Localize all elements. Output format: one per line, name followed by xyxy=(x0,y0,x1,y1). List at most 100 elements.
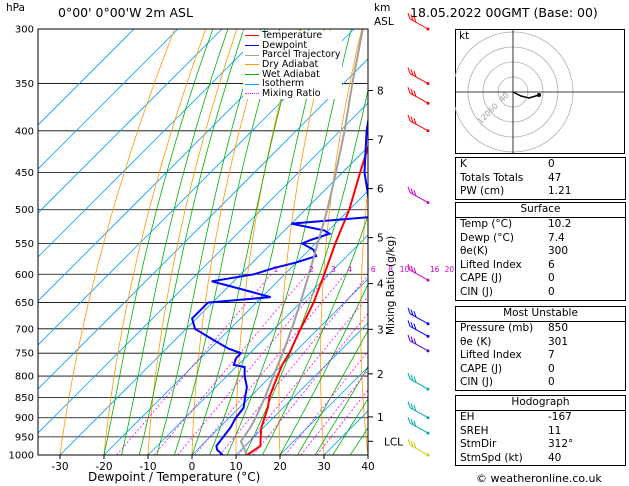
mixing-ratio-label: 4 xyxy=(347,265,352,274)
hodograph-stat-row: SREH 11 xyxy=(456,425,625,439)
most-unstable-title: Most Unstable xyxy=(503,307,578,319)
surface-label: CAPE (J) xyxy=(460,272,503,285)
mixing-ratio-line xyxy=(237,295,368,455)
index-pw-value: 1.21 xyxy=(548,185,572,198)
wet-adiabat xyxy=(226,29,352,455)
dry-adiabat xyxy=(103,29,207,455)
wind-barb xyxy=(407,186,430,205)
legend-item: Dewpoint xyxy=(245,39,340,51)
wet-adiabat xyxy=(138,29,245,455)
most-unstable-value: 0 xyxy=(548,376,555,389)
surface-label: Dewp (°C) xyxy=(460,231,514,244)
chart-legend: Temperature Dewpoint Parcel Trajectory Dry … xyxy=(243,31,343,99)
surface-label: Lifted Index xyxy=(460,258,522,271)
pressure-tick-label: 500 xyxy=(15,205,34,216)
pressure-tick-label: 700 xyxy=(15,324,34,335)
hodograph-stat-value: -167 xyxy=(548,411,572,423)
hodograph-stat-row: EH -167 xyxy=(456,411,625,425)
legend-label: Temperature xyxy=(262,30,323,41)
dry-adiabat xyxy=(320,29,363,455)
isotherm xyxy=(235,322,368,455)
mixing-ratio-label: 16 xyxy=(430,265,440,274)
wet-adiabat xyxy=(121,29,229,455)
dry-adiabat xyxy=(235,29,300,455)
wet-adiabat xyxy=(262,214,368,455)
mixing-ratio-label: 8 xyxy=(388,265,393,274)
legend-item: Isotherm xyxy=(245,79,340,89)
legend-item: Dry Adiabat xyxy=(245,60,340,70)
pressure-tick-label: 800 xyxy=(15,372,34,383)
legend-item: Mixing Ratio xyxy=(245,89,340,99)
hodograph-trace xyxy=(512,91,540,99)
hodograph-stat-value: 40 xyxy=(548,451,562,464)
x-tick-label: 30 xyxy=(317,461,330,473)
km-unit-label: km xyxy=(374,2,391,14)
surface-row: Dewp (°C) 7.4 xyxy=(456,232,625,246)
datetime-label: 18.05.2022 00GMT (Base: 00) xyxy=(410,5,598,20)
legend-swatch xyxy=(245,83,259,85)
pressure-tick-label: 450 xyxy=(15,168,34,179)
dry-adiabat xyxy=(191,29,269,455)
mixing-ratio-label: 3 xyxy=(331,265,336,274)
x-tick-label: -30 xyxy=(51,461,68,473)
hodograph-kt-label: kt xyxy=(459,30,470,42)
pressure-unit-label: hPa xyxy=(6,2,25,14)
most-unstable-label: θe (K) xyxy=(460,335,492,348)
most-unstable-value: 850 xyxy=(548,322,569,334)
plot-frame xyxy=(37,28,369,456)
isotherm xyxy=(38,29,267,258)
hodograph-stat-row: StmSpd (kt) 40 xyxy=(456,452,625,466)
isotherm xyxy=(38,102,368,434)
index-tt-value: 47 xyxy=(548,171,562,184)
surface-label: θe(K) xyxy=(460,245,488,258)
copyright-footer: © weatheronline.co.uk xyxy=(476,472,602,485)
wind-barb xyxy=(407,114,430,133)
hodograph-stat-value: 11 xyxy=(548,424,562,437)
pressure-tick-label: 550 xyxy=(15,239,34,250)
km-tick-label: 6 xyxy=(377,184,384,196)
most-unstable-label: CIN (J) xyxy=(460,376,493,389)
wind-barb xyxy=(407,372,430,391)
legend-item: Temperature xyxy=(245,31,340,41)
wind-barb xyxy=(407,334,430,353)
surface-row: θe(K) 300 xyxy=(456,245,625,259)
x-tick-label: 0 xyxy=(189,461,196,473)
legend-swatch xyxy=(245,35,259,37)
legend-label: Dewpoint xyxy=(262,39,308,51)
most-unstable-row: CIN (J) 0 xyxy=(456,376,625,390)
most-unstable-label: Lifted Index xyxy=(460,349,522,362)
surface-panel: Surface Temp (°C) 10.2 Dewp (°C) 7.4 θe(K) 30… xyxy=(455,202,626,301)
isotherm xyxy=(59,146,368,455)
pressure-tick-label: 300 xyxy=(15,25,34,36)
isotherm xyxy=(191,278,368,455)
wind-barb xyxy=(407,307,430,326)
legend-label: Dry Adiabat xyxy=(262,59,319,71)
most-unstable-value: 301 xyxy=(548,335,569,348)
isotherm xyxy=(38,29,311,302)
surface-row: Lifted Index 6 xyxy=(456,259,625,273)
mixing-ratio-line xyxy=(177,274,330,455)
surface-row: CAPE (J) 0 xyxy=(456,272,625,286)
surface-label: Temp (°C) xyxy=(460,218,513,230)
hodograph-stat-label: StmSpd (kt) xyxy=(460,451,523,464)
isotherm xyxy=(279,366,368,455)
legend-swatch xyxy=(245,64,259,66)
series-parcel-trajectory xyxy=(239,29,364,455)
isotherm xyxy=(38,29,223,214)
pressure-tick-label: 1000 xyxy=(9,451,34,462)
mixing-ratio-line xyxy=(116,274,272,455)
legend-label: Isotherm xyxy=(262,78,305,90)
mixing-ratio-axis-label: Mixing Ratio (g/kg) xyxy=(385,235,397,335)
dry-adiabat xyxy=(278,29,331,455)
isotherm xyxy=(147,234,368,455)
most-unstable-row: θe (K) 301 xyxy=(456,336,625,350)
most-unstable-row: CAPE (J) 0 xyxy=(456,363,625,377)
wind-barb xyxy=(407,12,430,31)
wet-adiabat xyxy=(103,29,214,455)
surface-value: 7.4 xyxy=(548,231,565,244)
wet-adiabat xyxy=(244,88,368,455)
x-tick-label: 10 xyxy=(229,461,242,473)
most-unstable-panel: Most Unstable Pressure (mb) 850 θe (K) 301 L… xyxy=(455,306,626,391)
pressure-tick-label: 400 xyxy=(15,126,34,137)
